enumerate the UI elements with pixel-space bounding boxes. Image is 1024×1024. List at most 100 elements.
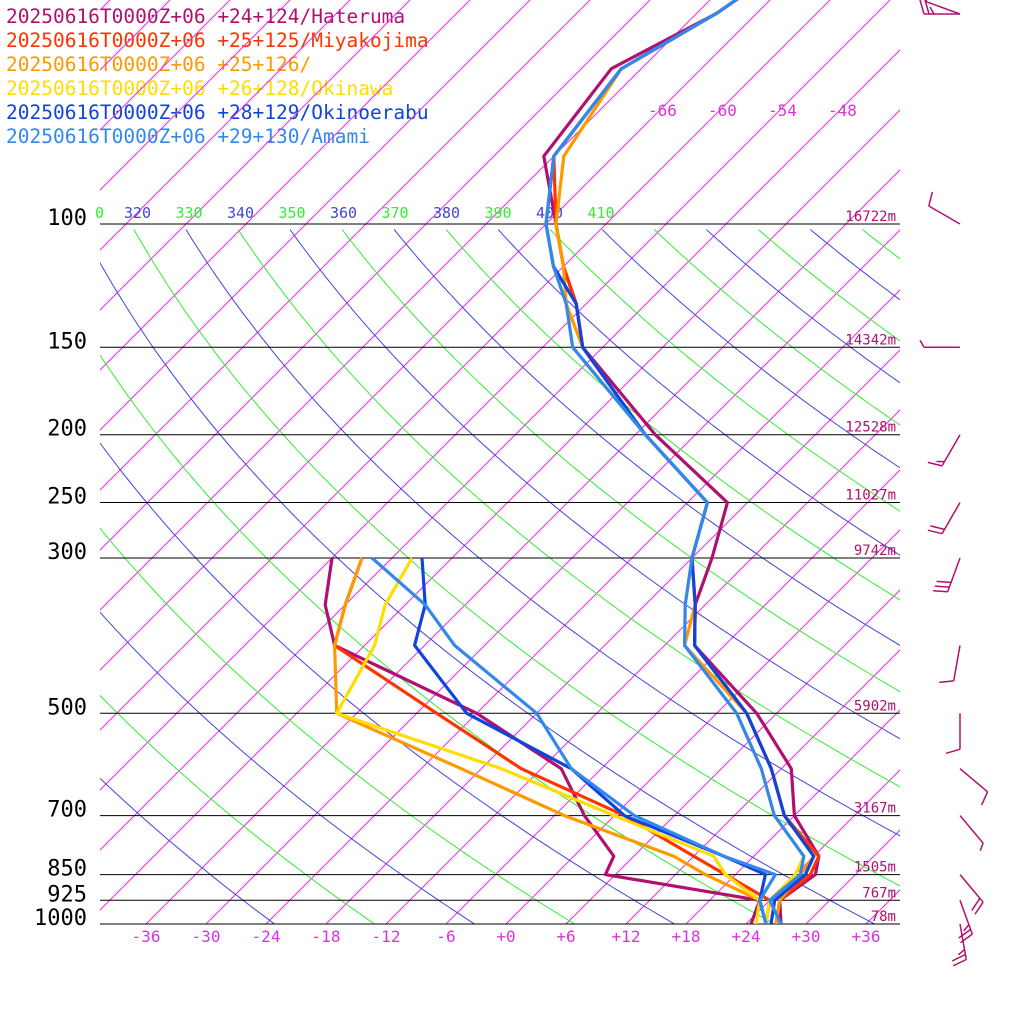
isotherm-line [265,289,900,924]
legend-entry: 20250616T0000Z+06 +24+124/Hateruma [6,5,406,28]
isotherm-line [0,0,466,924]
theta-label: 360 [330,204,357,222]
isotherm-line [100,0,171,71]
temperature-tick-label: -24 [252,927,281,946]
isotherm-line [100,0,231,131]
temperature-tick-label: -30 [192,927,221,946]
isotherm-line [565,589,900,924]
pressure-label: 300 [47,540,87,565]
dry-adiabat-line [653,229,900,426]
theta-label: 320 [124,204,151,222]
dry-adiabat-line [549,229,900,512]
temperature-tick-label: +36 [852,927,881,946]
dry-adiabat-line [100,442,675,924]
legend-entry: 20250616T0000Z+06 +28+129/Okinoerabu [6,101,429,124]
wind-barb [919,0,960,15]
sounding-profiles [323,0,821,924]
dry-adiabat-line [100,611,475,924]
isotherm-line [385,409,900,924]
wind-barb [928,191,961,225]
wind-barb [951,923,968,967]
temperature-profile [544,0,806,924]
isotherm-line [100,0,291,191]
theta-label: 0 [95,204,104,222]
upper-temperature-label: -54 [768,101,797,120]
temperature-tick-labels: -36 -30 -24 -18 -12 -6 +0 +6 +12 +18 +24 +30 +36 [132,927,881,946]
temperature-profile [542,0,821,924]
pressure-label: 250 [47,485,87,510]
theta-label: 380 [433,204,460,222]
temperature-tick-label: +24 [732,927,761,946]
pressure-label: 150 [47,329,87,354]
theta-label: 370 [382,204,409,222]
isotherm-line [505,529,900,924]
wind-barb [939,645,961,684]
isotherm-line [100,0,651,551]
wind-barb [959,815,984,851]
isotherm-line [0,0,526,924]
temperature-tick-label: +12 [612,927,641,946]
temperature-profile [552,0,821,924]
dry-adiabat-line [705,229,900,384]
isotherm-line [625,649,900,924]
theta-label: 410 [588,204,615,222]
height-labels: 16722m 14342m 12528m 11027m 9742m 5902m 3167m 1… [845,209,896,925]
dewpoint-profile [335,557,762,924]
temperature-tick-label: +30 [792,927,821,946]
legend: 20250616T0000Z+06 +24+124/Hateruma 202506… [6,5,429,149]
height-label: 3167m [854,801,896,817]
isotherm-line [205,229,900,924]
temperature-tick-label: +6 [556,927,575,946]
dry-adiabat-line [601,229,900,469]
wind-barb [959,874,984,915]
dry-adiabat-line [100,527,575,924]
upper-temperature-label: -48 [828,101,857,120]
wind-barbs [919,0,989,967]
temperature-tick-label: +0 [496,927,515,946]
dry-adiabat-line [100,261,875,924]
theta-label: 390 [485,204,512,222]
wind-barb [919,339,961,349]
wind-barb [959,768,989,806]
height-label: 12528m [845,420,896,436]
isotherm-lines [0,0,900,924]
height-label: 11027m [845,488,896,504]
height-label: 78m [871,909,896,925]
theta-label: 350 [279,204,306,222]
isotherm-line [805,829,900,924]
dry-adiabat-line [133,229,900,887]
isotherm-line [100,0,411,311]
height-label: 767m [862,885,896,901]
dry-adiabat-line [100,694,375,924]
pressure-lines [100,223,900,925]
isotherm-line [325,349,900,924]
isotherm-line [100,0,351,251]
isotherm-line [100,0,471,371]
upper-temperature-labels: -66 -60 -54 -48 [648,101,857,120]
temperature-profile [544,0,816,924]
height-label: 16722m [845,209,896,225]
temperature-tick-label: -6 [436,927,455,946]
dry-adiabat-line [341,229,900,693]
dewpoint-profile [413,557,768,924]
wind-barb [945,713,961,755]
height-label: 14342m [845,332,896,348]
pressure-label: 850 [47,857,87,882]
dry-adiabat-line [445,229,900,601]
wind-barb [927,434,961,467]
pressure-label: 200 [47,417,87,442]
isotherm-line [685,709,900,924]
temperature-profile [544,0,806,924]
temperature-tick-label: -18 [312,927,341,946]
wind-barb [925,0,961,15]
pressure-label: 500 [47,695,87,720]
dry-adiabat-line [185,229,900,837]
dry-adiabat-line [809,229,900,301]
pressure-label: 700 [47,798,87,823]
dewpoint-profile [370,556,778,924]
dry-adiabat-line [393,229,900,646]
pressure-label: 925 [47,882,87,907]
dry-adiabat-line [497,229,900,556]
